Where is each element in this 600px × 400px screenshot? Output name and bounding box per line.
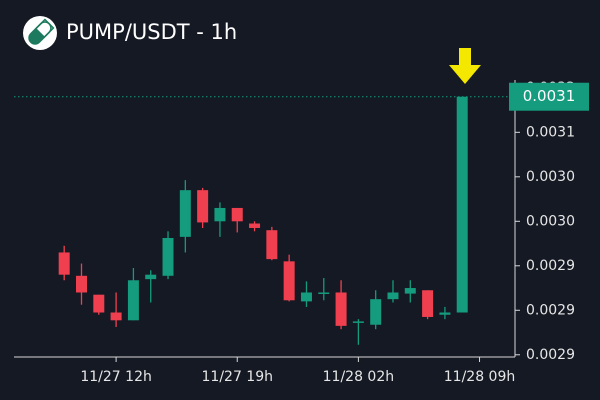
x-tick-label: 11/27 12h [80, 369, 151, 385]
candle-body [300, 292, 312, 302]
candle-body [179, 190, 191, 237]
x-tick-label: 11/28 02h [323, 369, 394, 385]
candle-body [283, 261, 295, 301]
candle-body [352, 321, 364, 323]
y-tick-label: 0.0030 [526, 213, 575, 229]
candle-body [266, 230, 278, 260]
candle-body [318, 292, 330, 294]
y-tick-label: 0.0029 [526, 302, 575, 318]
candle-body [335, 292, 347, 326]
candle-body [197, 190, 209, 223]
candle-body [404, 288, 416, 294]
candle-body [214, 207, 226, 222]
candle-body [387, 292, 399, 300]
candle-body [127, 280, 139, 321]
y-tick-label: 0.0030 [526, 169, 575, 185]
last-price-label: 0.0031 [523, 87, 576, 105]
candle-body [93, 294, 105, 313]
candle-body [249, 223, 261, 228]
candle-body [439, 312, 451, 315]
y-tick-label: 0.0031 [526, 124, 575, 140]
candle-body [370, 299, 382, 325]
y-tick-label: 0.0029 [526, 258, 575, 274]
x-tick-label: 11/27 19h [202, 369, 273, 385]
candle-body [145, 274, 157, 280]
last-price-tag [509, 82, 589, 111]
candle-body [456, 96, 468, 313]
arrow-icon [449, 48, 481, 84]
chart-title: PUMP/USDT - 1h [66, 20, 237, 44]
plot-area: 0.0029 0.0029 0.0029 0.0030 0.0030 0.0031 0.00… [14, 80, 589, 385]
logo [23, 16, 57, 50]
y-tick-label: 0.0029 [526, 347, 575, 363]
x-tick-label: 11/28 09h [444, 369, 515, 385]
candle-body [75, 275, 87, 293]
candle-body [110, 312, 122, 321]
candle-body [162, 237, 174, 276]
candle-body [58, 252, 70, 275]
candle-body [422, 290, 434, 317]
candle-body [231, 207, 243, 222]
